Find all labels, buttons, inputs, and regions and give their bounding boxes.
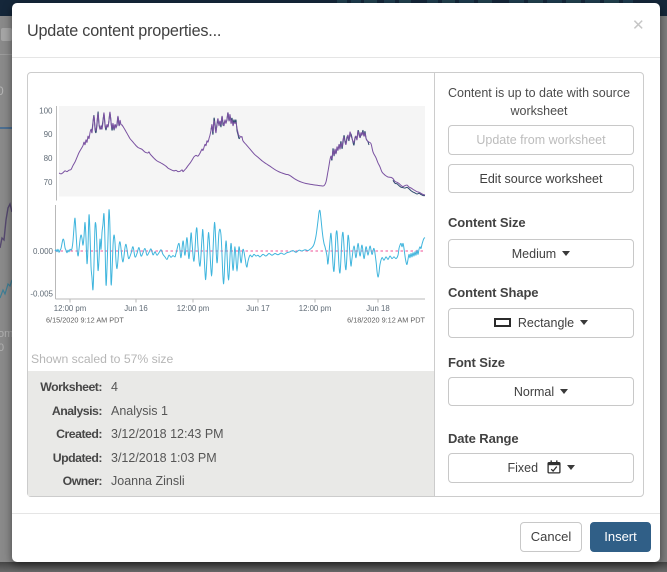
svg-text:90: 90	[44, 130, 53, 139]
svg-text:Jun 16: Jun 16	[124, 304, 147, 313]
svg-text:70: 70	[44, 178, 53, 187]
svg-text:Jun 18: Jun 18	[366, 304, 389, 313]
svg-text:80: 80	[44, 154, 53, 163]
svg-text:6/15/2020 9:12 AM PDT: 6/15/2020 9:12 AM PDT	[46, 316, 124, 325]
svg-text:12:00 pm: 12:00 pm	[299, 304, 332, 313]
svg-text:12:00 pm: 12:00 pm	[177, 304, 210, 313]
svg-text:0.000: 0.000	[33, 247, 54, 256]
svg-text:100: 100	[39, 106, 53, 115]
svg-text:12:00 pm: 12:00 pm	[54, 304, 87, 313]
svg-text:-0.005: -0.005	[30, 289, 53, 298]
svg-text:6/18/2020 9:12 AM PDT: 6/18/2020 9:12 AM PDT	[347, 316, 425, 325]
svg-text:Jun 17: Jun 17	[246, 304, 269, 313]
